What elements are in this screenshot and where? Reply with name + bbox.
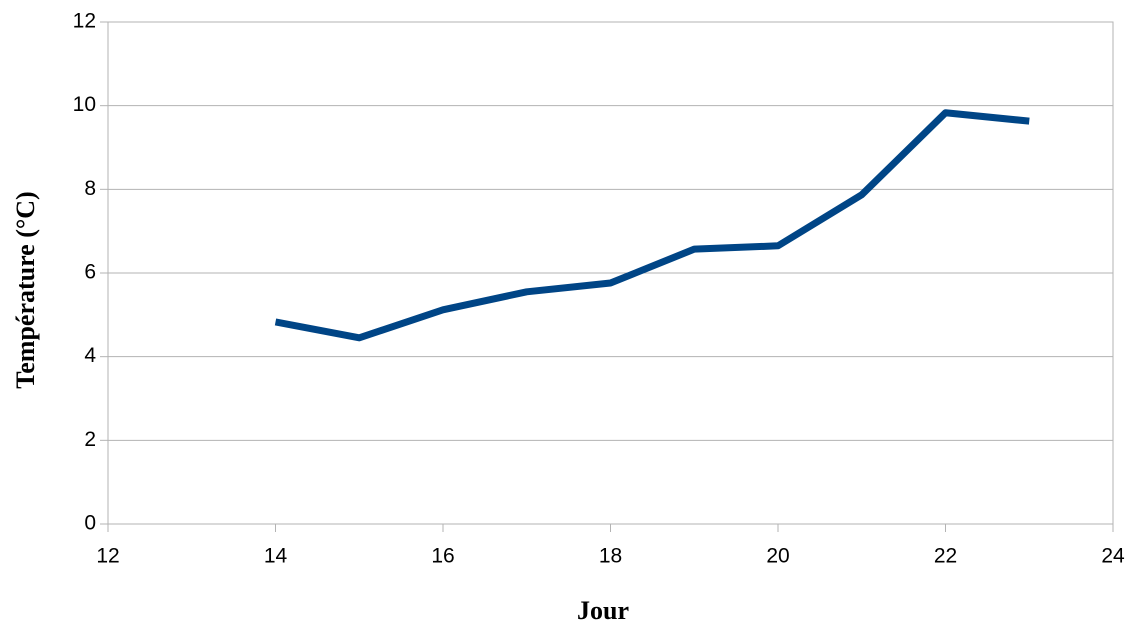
y-axis-label: Température (°C) — [11, 191, 40, 388]
y-tick-label: 8 — [84, 177, 96, 200]
y-tick-label: 6 — [84, 261, 96, 284]
y-tick-label: 12 — [73, 10, 96, 33]
x-axis-label: Jour — [577, 596, 629, 625]
data-line — [274, 109, 1030, 342]
x-tick-label: 20 — [766, 545, 789, 568]
x-tick-label: 16 — [431, 545, 454, 568]
x-tick-label: 24 — [1101, 545, 1125, 568]
x-tick-label: 22 — [934, 545, 957, 568]
x-tick-label: 14 — [264, 545, 288, 568]
x-tick-label: 12 — [96, 545, 119, 568]
y-tick-label: 2 — [84, 428, 96, 451]
y-tick-label: 4 — [84, 344, 96, 367]
y-tick-label: 10 — [73, 93, 96, 116]
y-tick-label: 0 — [84, 512, 96, 535]
x-tick-label: 18 — [599, 545, 622, 568]
